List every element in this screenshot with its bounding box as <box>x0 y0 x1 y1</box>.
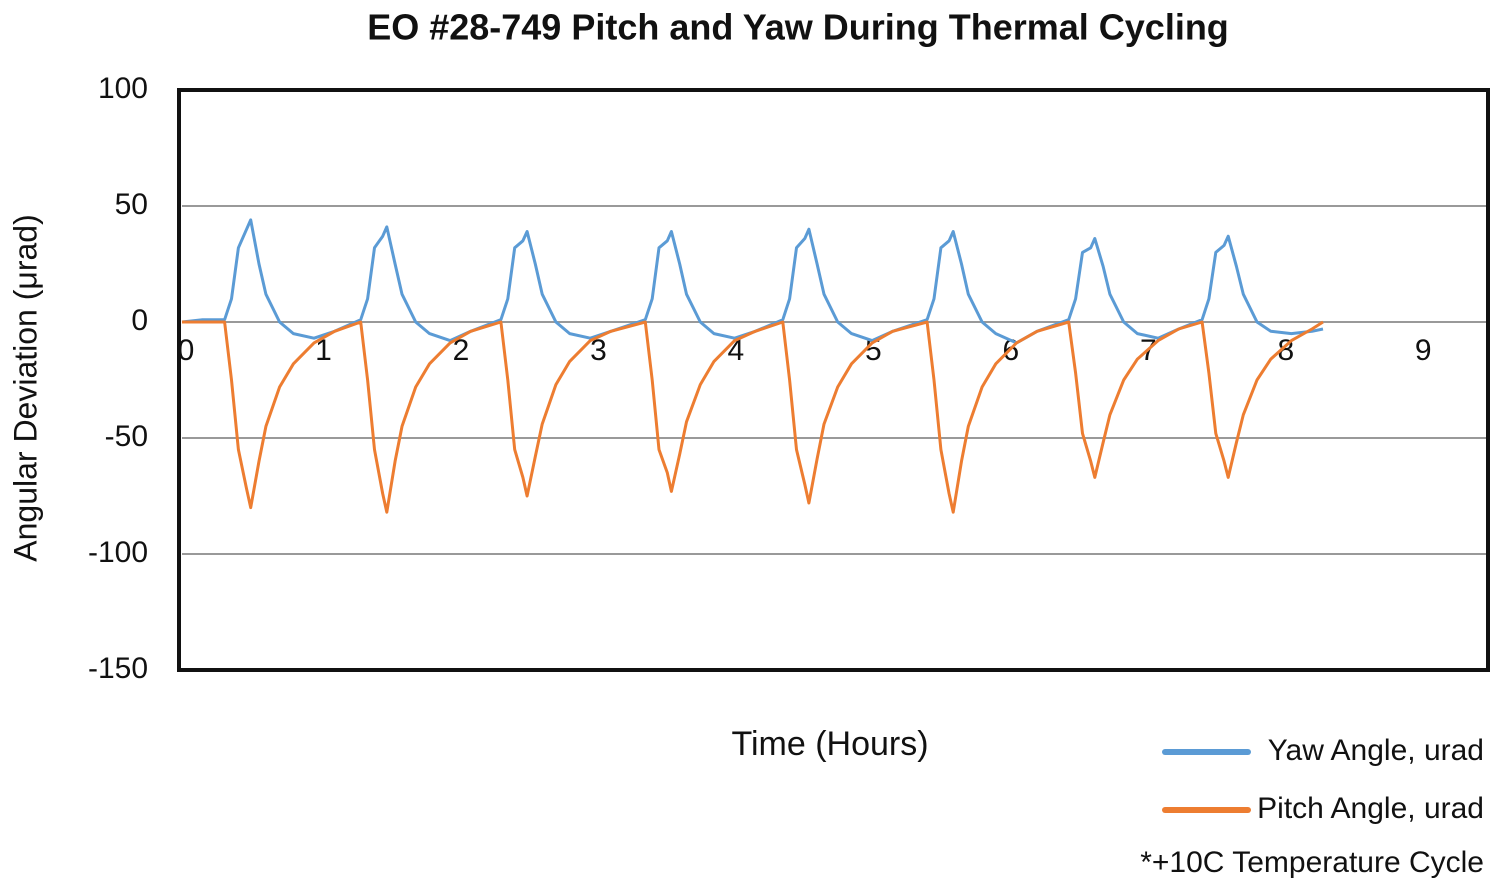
footnote: *+10C Temperature Cycle <box>1140 846 1484 879</box>
x-tick-label: 2 <box>453 334 470 367</box>
y-tick-label: -150 <box>88 652 148 685</box>
x-tick-label: 9 <box>1415 334 1432 367</box>
data-line <box>182 320 1324 514</box>
chart-title: EO #28-749 Pitch and Yaw During Thermal … <box>367 7 1229 48</box>
plot-border <box>177 88 1490 672</box>
y-tick-label: 50 <box>115 188 148 221</box>
legend-label: Yaw Angle, urad <box>1268 734 1484 767</box>
legend-label: Pitch Angle, urad <box>1257 792 1484 825</box>
x-tick-label: 3 <box>590 334 607 367</box>
x-tick-label: 5 <box>865 334 882 367</box>
y-axis-title: Angular Deviation (μrad) <box>7 214 43 561</box>
y-tick-label: -100 <box>88 536 148 569</box>
x-axis-title: Time (Hours) <box>731 725 928 763</box>
y-tick-label: -50 <box>105 420 148 453</box>
x-tick-label: 0 <box>178 334 195 367</box>
x-tick-label: 1 <box>315 334 332 367</box>
y-tick-label: 100 <box>98 72 148 105</box>
y-tick-label: 0 <box>131 304 148 337</box>
